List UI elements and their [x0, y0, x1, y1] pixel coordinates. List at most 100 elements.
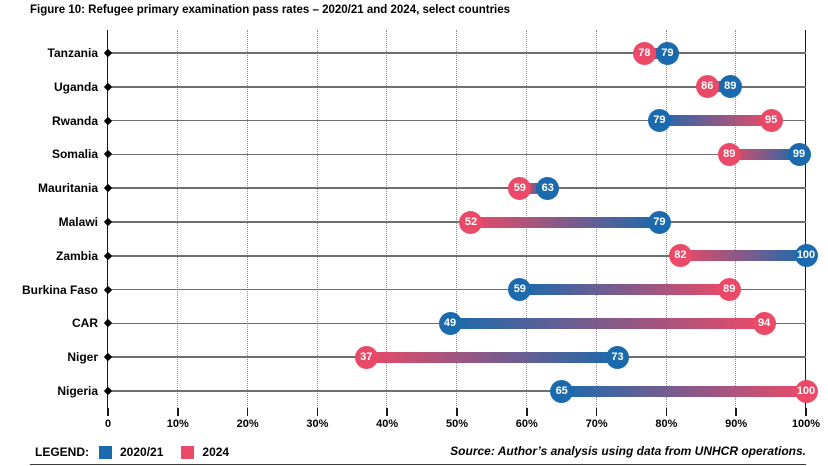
country-label: Niger [67, 350, 98, 365]
figure-caption: Refugee primary examination pass rates –… [88, 4, 511, 16]
marker-2024: 89 [717, 278, 741, 302]
x-axis-tick-label: 10% [166, 418, 189, 430]
connector-bar [729, 148, 800, 160]
marker-2020-21: 73 [606, 345, 630, 369]
x-axis-tick-label: 70% [585, 418, 608, 430]
marker-2024: 89 [717, 142, 741, 166]
row-axis-marker [103, 386, 113, 396]
country-label: Rwanda [51, 113, 98, 128]
x-axis-tick-label: 100% [791, 418, 821, 430]
marker-2020-21: 79 [647, 210, 671, 234]
gridline [386, 30, 388, 408]
row-axis-marker [103, 183, 113, 193]
connector-bar [680, 250, 806, 262]
marker-2020-21: 65 [550, 379, 574, 403]
marker-2020-21: 59 [508, 278, 532, 302]
figure-number: Figure 10: [30, 4, 85, 16]
x-axis-tick [177, 408, 179, 416]
legend-swatch-2020-21 [99, 445, 112, 459]
row-axis-marker [103, 217, 113, 227]
axis-gridline [805, 30, 807, 408]
marker-2024: 94 [752, 311, 776, 335]
legend-swatch-2024 [181, 445, 195, 459]
gridline [456, 30, 458, 408]
x-axis-tick [386, 408, 388, 416]
country-label: CAR [72, 316, 98, 331]
x-axis-tick-label: 30% [306, 418, 329, 430]
connector-bar [450, 317, 765, 329]
row-baseline [108, 153, 806, 156]
row-axis-marker [103, 352, 113, 362]
marker-2024: 37 [354, 345, 378, 369]
row-axis-marker [103, 48, 113, 58]
country-label: Nigeria [57, 384, 98, 398]
row-baseline [108, 390, 806, 392]
row-baseline [108, 288, 806, 291]
row-baseline [108, 255, 806, 257]
marker-2020-21: 89 [718, 75, 742, 99]
x-axis-tick [246, 408, 249, 416]
marker-2024: 100 [794, 379, 818, 403]
x-axis-tick [316, 408, 319, 416]
connector-bar [519, 284, 730, 296]
country-label: Somalia [51, 147, 98, 162]
marker-2020-21: 79 [647, 109, 671, 133]
marker-2024: 59 [508, 176, 532, 200]
x-axis-tick-label: 0 [104, 418, 112, 430]
row-axis-marker [103, 319, 113, 328]
x-axis-tick [665, 408, 668, 416]
x-axis-tick [526, 408, 528, 416]
figure-title: Figure 10: Refugee primary examination p… [30, 4, 510, 16]
marker-2024: 86 [695, 75, 719, 99]
source-note: Source: Author’s analysis using data fro… [450, 444, 806, 458]
legend-label-2024: 2024 [202, 445, 230, 459]
connector-bar [659, 115, 772, 127]
x-axis-tick-label: 40% [376, 418, 399, 430]
x-axis-tick [735, 408, 737, 416]
x-axis-tick-label: 50% [445, 418, 469, 430]
legend: LEGEND: 2020/21 2024 [35, 444, 239, 460]
connector-bar [561, 385, 806, 397]
row-baseline [108, 119, 806, 122]
row-axis-marker [103, 150, 113, 159]
country-label: Burkina Faso [21, 282, 98, 297]
row-baseline [108, 86, 806, 88]
marker-2020-21: 63 [536, 176, 560, 200]
row-baseline [108, 221, 806, 223]
marker-2020-21: 49 [438, 311, 462, 335]
row-axis-marker [103, 82, 113, 92]
legend-label-2020-21: 2020/21 [120, 445, 164, 459]
gridline [177, 30, 179, 408]
gridline [316, 30, 318, 408]
gridline [735, 30, 737, 408]
marker-2020-21: 99 [787, 142, 811, 166]
country-label: Malawi [58, 215, 98, 229]
row-axis-marker [103, 251, 113, 261]
marker-2024: 52 [459, 210, 483, 234]
gridline [246, 30, 248, 408]
x-axis-tick-label: 90% [725, 418, 748, 430]
marker-2024: 95 [759, 109, 783, 133]
row-baseline [108, 187, 806, 189]
marker-2020-21: 79 [655, 41, 679, 65]
country-label: Tanzania [47, 46, 98, 60]
x-axis-tick [456, 408, 458, 416]
x-axis-tick-label: 60% [515, 418, 538, 430]
connector-bar [519, 182, 548, 194]
x-axis-tick-label: 20% [236, 418, 259, 430]
marker-2024: 82 [668, 244, 692, 268]
row-axis-marker [103, 285, 113, 294]
legend-heading: LEGEND: [35, 445, 89, 459]
x-axis-tick-label: 80% [655, 418, 678, 430]
row-axis-marker [103, 116, 113, 125]
bottom-rule [30, 464, 806, 465]
x-axis-tick [107, 408, 109, 416]
x-axis-tick [805, 408, 807, 416]
country-label: Mauritania [37, 181, 98, 196]
marker-2024: 78 [632, 41, 656, 65]
connector-bar [366, 351, 618, 363]
country-label: Uganda [53, 79, 98, 94]
connector-bar [470, 216, 660, 228]
marker-2020-21: 100 [794, 244, 818, 268]
